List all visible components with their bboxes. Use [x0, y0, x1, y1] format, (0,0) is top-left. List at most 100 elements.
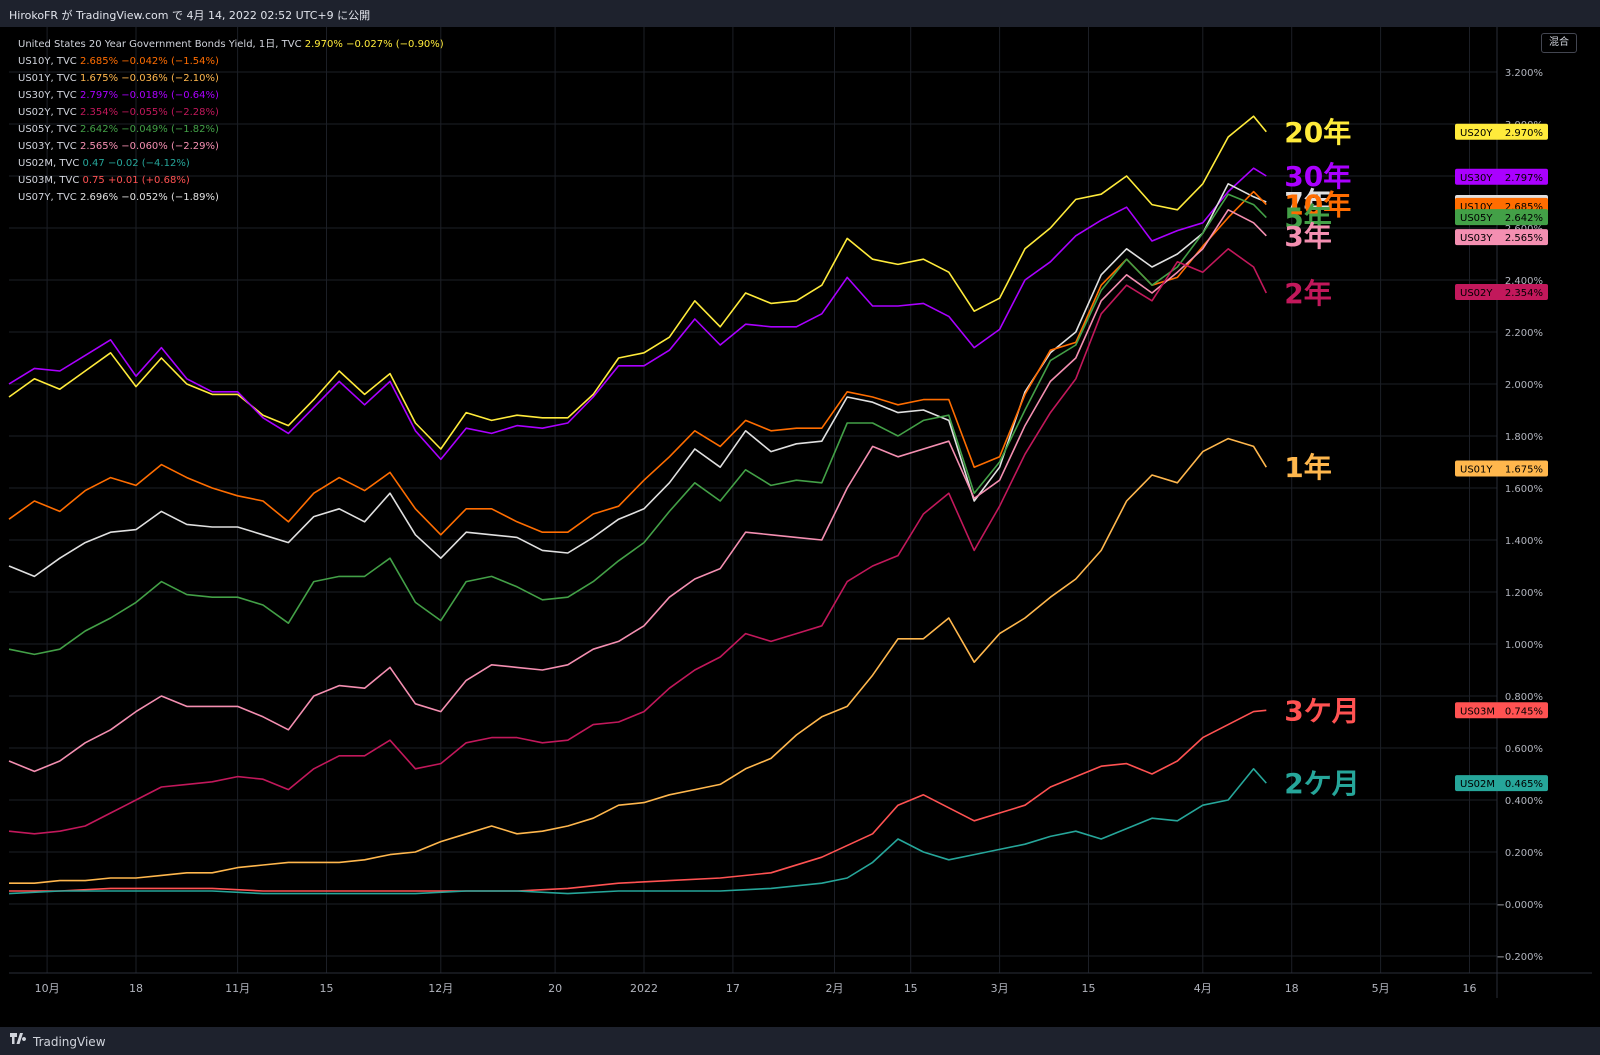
- series-line-us02m: [8, 768, 1267, 895]
- legend-series-name: US02Y, TVC: [18, 107, 80, 118]
- series-line-us07y: [8, 183, 1267, 578]
- price-tag-value: 2.970%: [1505, 128, 1543, 139]
- x-tick-label: 10月: [35, 982, 60, 995]
- legend-row[interactable]: US02Y, TVC 2.354% −0.055% (−2.28%): [18, 104, 444, 121]
- series-line-us03m: [9, 709, 1267, 892]
- y-tick-label: 1.600%: [1505, 484, 1543, 495]
- price-tag-us03y: [1455, 229, 1548, 246]
- chart-panel[interactable]: [9, 27, 1592, 1027]
- legend-series-change: −0.027% (−0.90%): [346, 39, 444, 50]
- legend-series-value: 0.47: [82, 158, 108, 169]
- legend-series-name: US02M, TVC: [18, 158, 83, 169]
- price-tag-us02m: [1455, 775, 1548, 792]
- y-tick-label: −0.000%: [1496, 900, 1543, 911]
- legend-series-name: US03M, TVC: [18, 175, 83, 186]
- publish-title: HirokoFR が TradingView.com で 4月 14, 2022…: [9, 9, 371, 22]
- y-tick-label: 2.400%: [1505, 276, 1543, 287]
- price-tag-symbol: US01Y: [1460, 465, 1493, 476]
- y-tick-label: 0.600%: [1505, 744, 1543, 755]
- x-tick-label: 2022: [630, 982, 658, 995]
- x-tick-label: 18: [129, 982, 143, 995]
- footer-bar: [0, 1027, 1600, 1055]
- legend-row[interactable]: US30Y, TVC 2.797% −0.018% (−0.64%): [18, 87, 444, 104]
- legend-series-value: 2.354%: [79, 107, 122, 118]
- x-tick-label: 15: [320, 982, 334, 995]
- series-end-label: 3ケ月: [1284, 694, 1359, 727]
- series-end-label: 3年: [1284, 220, 1331, 253]
- y-tick-label: 2.000%: [1505, 380, 1543, 391]
- y-tick-label: 3.200%: [1505, 68, 1543, 79]
- x-tick-label: 17: [726, 982, 740, 995]
- series-line-us03y: [8, 209, 1267, 773]
- price-tag-value: 2.565%: [1505, 233, 1543, 244]
- series-line-us20y: [8, 115, 1267, 450]
- legend-series-change: +0.01 (+0.68%): [107, 175, 190, 186]
- price-tag-us30y: [1455, 168, 1548, 185]
- x-tick-label: 15: [1082, 982, 1096, 995]
- y-tick-label: 2.200%: [1505, 328, 1543, 339]
- legend-series-change: −0.055% (−2.28%): [121, 107, 219, 118]
- y-tick-label: 1.800%: [1505, 432, 1543, 443]
- legend-series-change: −0.036% (−2.10%): [121, 73, 219, 84]
- price-tag-us03m: [1455, 702, 1548, 719]
- legend-series-name: US10Y, TVC: [18, 56, 80, 67]
- scale-mode-button[interactable]: 混合: [1541, 33, 1577, 53]
- x-tick-label: 12月: [428, 982, 453, 995]
- legend-row[interactable]: US05Y, TVC 2.642% −0.049% (−1.82%): [18, 121, 444, 138]
- legend-row[interactable]: US10Y, TVC 2.685% −0.042% (−1.54%): [18, 53, 444, 70]
- x-tick-label: 5月: [1372, 982, 1390, 995]
- price-tag-value: 0.465%: [1505, 779, 1543, 790]
- price-tag-value: 2.642%: [1505, 213, 1543, 224]
- publish-header: HirokoFR が TradingView.com で 4月 14, 2022…: [0, 0, 1600, 27]
- legend-row[interactable]: US03M, TVC 0.75 +0.01 (+0.68%): [18, 172, 444, 189]
- x-tick-label: 11月: [225, 982, 250, 995]
- price-tag-value: 2.685%: [1505, 202, 1543, 213]
- price-tag-symbol: US02Y: [1460, 288, 1493, 299]
- price-tag-symbol: US03Y: [1460, 233, 1493, 244]
- series-end-label: 30年: [1284, 160, 1351, 193]
- legend-row[interactable]: United States 20 Year Government Bonds Y…: [18, 36, 444, 53]
- x-tick-label: 3月: [991, 982, 1009, 995]
- legend-row[interactable]: US01Y, TVC 1.675% −0.036% (−2.10%): [18, 70, 444, 87]
- legend-series-name: US07Y, TVC: [18, 192, 80, 203]
- x-tick-label: 4月: [1194, 982, 1212, 995]
- legend-series-name: US30Y, TVC: [18, 90, 80, 101]
- legend-series-name: United States 20 Year Government Bonds Y…: [18, 39, 305, 50]
- price-tag-value: 2.797%: [1505, 173, 1543, 184]
- price-tag-symbol: US10Y: [1460, 202, 1493, 213]
- legend-row[interactable]: US07Y, TVC 2.696% −0.052% (−1.89%): [18, 189, 444, 206]
- legend-series-value: 2.685%: [79, 56, 122, 67]
- legend-row[interactable]: US02M, TVC 0.47 −0.02 (−4.12%): [18, 155, 444, 172]
- y-tick-label: 0.800%: [1505, 692, 1543, 703]
- legend-row[interactable]: US03Y, TVC 2.565% −0.060% (−2.29%): [18, 138, 444, 155]
- y-tick-label: −0.200%: [1496, 952, 1543, 963]
- price-tag-value: 1.675%: [1505, 465, 1543, 476]
- legend-series-name: US05Y, TVC: [18, 124, 80, 135]
- price-tag-value: 2.354%: [1505, 288, 1543, 299]
- series-line-us30y: [8, 167, 1267, 461]
- series-line-us10y: [8, 190, 1267, 536]
- legend-series-change: −0.042% (−1.54%): [121, 56, 219, 67]
- series-end-label: 5年: [1284, 202, 1331, 235]
- price-tag-us01y: [1455, 460, 1548, 477]
- legend-series-change: −0.060% (−2.29%): [121, 141, 219, 152]
- legend-series-value: 2.696%: [79, 192, 122, 203]
- series-end-label: 2ケ月: [1284, 767, 1359, 800]
- y-tick-label: 0.200%: [1505, 848, 1543, 859]
- legend-series-change: −0.02 (−4.12%): [107, 158, 190, 169]
- price-tag-us05y: [1455, 209, 1548, 226]
- price-tag-symbol: US20Y: [1460, 128, 1493, 139]
- series-line-us01y: [9, 437, 1267, 884]
- series-line-us02y: [8, 248, 1268, 835]
- series-end-label: 10年: [1284, 189, 1351, 222]
- x-tick-label: 20: [548, 982, 562, 995]
- series-end-label: 20年: [1284, 116, 1351, 149]
- legend-series-value: 2.642%: [79, 124, 122, 135]
- tradingview-logo-icon: [10, 1033, 27, 1044]
- price-tag-symbol: US03M: [1460, 706, 1495, 717]
- series-end-label: 2年: [1284, 277, 1331, 310]
- legend-series-value: 1.675%: [79, 73, 122, 84]
- price-tag-symbol: US30Y: [1460, 173, 1493, 184]
- x-tick-label: 2月: [826, 982, 844, 995]
